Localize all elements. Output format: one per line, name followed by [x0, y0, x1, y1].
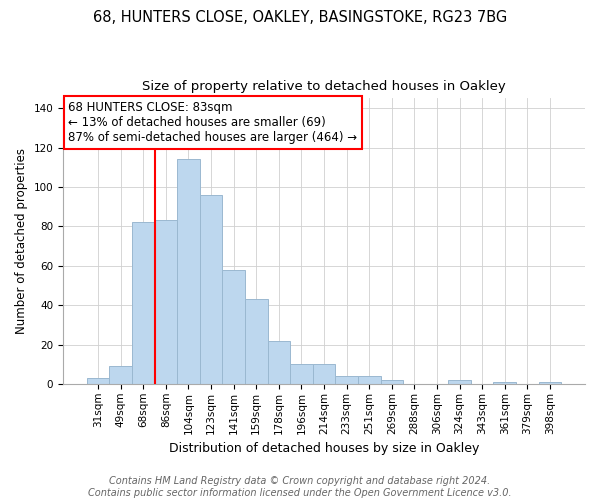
Bar [290, 364, 313, 384]
Bar [313, 364, 335, 384]
Bar [268, 340, 290, 384]
Text: 68, HUNTERS CLOSE, OAKLEY, BASINGSTOKE, RG23 7BG: 68, HUNTERS CLOSE, OAKLEY, BASINGSTOKE, … [93, 10, 507, 25]
Bar [358, 376, 380, 384]
X-axis label: Distribution of detached houses by size in Oakley: Distribution of detached houses by size … [169, 442, 479, 455]
Title: Size of property relative to detached houses in Oakley: Size of property relative to detached ho… [142, 80, 506, 93]
Bar [177, 160, 200, 384]
Y-axis label: Number of detached properties: Number of detached properties [15, 148, 28, 334]
Bar [109, 366, 132, 384]
Bar [223, 270, 245, 384]
Bar [200, 195, 223, 384]
Bar [380, 380, 403, 384]
Bar [448, 380, 471, 384]
Bar [493, 382, 516, 384]
Bar [539, 382, 561, 384]
Bar [132, 222, 155, 384]
Text: 68 HUNTERS CLOSE: 83sqm
← 13% of detached houses are smaller (69)
87% of semi-de: 68 HUNTERS CLOSE: 83sqm ← 13% of detache… [68, 101, 358, 144]
Bar [335, 376, 358, 384]
Text: Contains HM Land Registry data © Crown copyright and database right 2024.
Contai: Contains HM Land Registry data © Crown c… [88, 476, 512, 498]
Bar [87, 378, 109, 384]
Bar [155, 220, 177, 384]
Bar [245, 299, 268, 384]
